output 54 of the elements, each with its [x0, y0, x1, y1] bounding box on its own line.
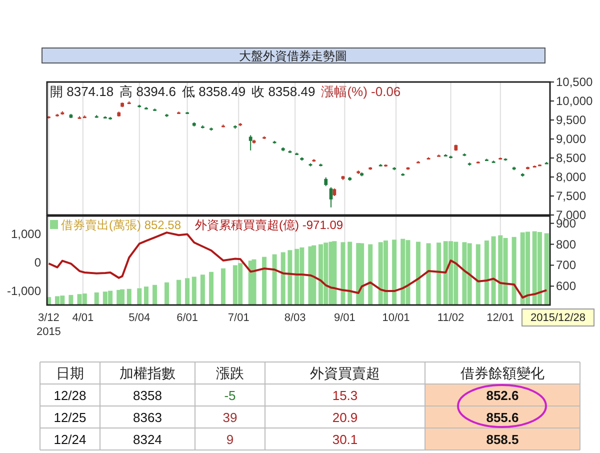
- text: 20.9: [332, 410, 358, 425]
- text: 15.3: [332, 388, 358, 403]
- y-tick-label: 10,500: [556, 75, 594, 89]
- category-label: 外資買賣超: [310, 365, 380, 381]
- x-tick-label: 5/04: [128, 312, 150, 324]
- series-label: 外資累積買賣超(億) -971.09: [195, 218, 344, 232]
- text: 8358: [133, 388, 162, 403]
- y-tick-label: 9,500: [556, 113, 586, 127]
- text: 12/28: [54, 388, 86, 403]
- y-tick-label: 8,500: [556, 151, 586, 165]
- y-tick-label: 7,500: [556, 189, 586, 203]
- y-tick-label: 10,000: [556, 94, 594, 108]
- x-tick-label: 9/01: [334, 312, 356, 324]
- x-tick-label: 11/02: [437, 312, 464, 324]
- y2-tick-label: 800: [556, 237, 576, 252]
- text: 39: [222, 410, 238, 425]
- annotation: 漲幅(%) -0.06: [321, 84, 401, 99]
- text: 9: [226, 432, 234, 447]
- x-tick-label: 3/12 2015: [36, 312, 61, 338]
- legend-label: 借券賣出(萬張) 852.58: [61, 218, 182, 232]
- annotation: 開 8374.18: [50, 84, 114, 99]
- category-label: 日期: [56, 365, 84, 381]
- y-tick-label: 1,000: [10, 226, 42, 241]
- text: 8324: [133, 432, 162, 447]
- text: 12/24: [54, 432, 86, 447]
- category-label: 加權指數: [120, 365, 176, 381]
- category-label: 借券餘額變化: [460, 365, 544, 381]
- x-tick-label: 6/01: [176, 312, 198, 324]
- text: 855.6: [486, 410, 519, 425]
- y-tick-label: 8,000: [556, 170, 586, 184]
- text: 852.6: [486, 388, 519, 403]
- line-series: [48, 232, 548, 299]
- y-tick-label: 0: [34, 255, 42, 270]
- candlestick: [248, 134, 252, 151]
- y-tick-label: 9,000: [556, 132, 586, 146]
- x-tick-label: 8/03: [284, 312, 306, 324]
- annotation: 低 8358.49: [182, 84, 246, 99]
- x-tick-label: 7/01: [228, 312, 250, 324]
- text: 12/25: [54, 410, 86, 425]
- x-tick-label: 4/01: [72, 312, 94, 324]
- y2-tick-label: 600: [556, 279, 576, 294]
- category-label: 漲跌: [216, 365, 244, 381]
- text: 2015/12/28: [530, 312, 586, 324]
- text: 8363: [133, 410, 162, 425]
- annotation: 收 8358.49: [252, 84, 316, 99]
- text: -5: [224, 388, 236, 403]
- chart-title: 大盤外資借券走勢圖: [239, 49, 347, 63]
- y2-tick-label: 700: [556, 258, 576, 272]
- x-tick-label: 12/01: [486, 312, 514, 324]
- y-tick-label: -1,000: [6, 284, 42, 298]
- annotation: 高 8394.6: [120, 84, 176, 99]
- text: 858.5: [486, 432, 519, 447]
- x-tick-label: 10/01: [382, 312, 410, 324]
- text: 30.1: [332, 432, 358, 447]
